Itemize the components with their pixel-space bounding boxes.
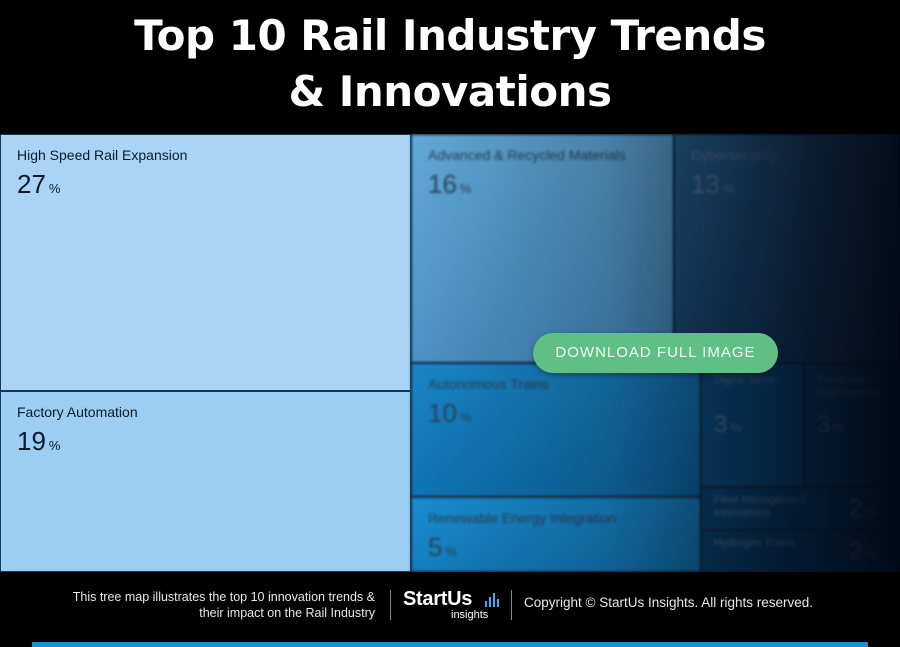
treemap-tile-label: Fleet Management Innovations xyxy=(714,494,806,519)
treemap-tile: Advanced & Recycled Materials 16% xyxy=(411,134,674,363)
treemap-tile-value: 5% xyxy=(428,532,457,567)
treemap-value-unit: % xyxy=(459,410,472,425)
treemap-tile: Hydrogen Trains 2% xyxy=(701,530,900,572)
footer: This tree map illustrates the top 10 inn… xyxy=(0,572,900,647)
treemap-value-number: 10 xyxy=(428,398,457,428)
treemap-tile: High Speed Rail Expansion 27% xyxy=(0,134,411,391)
treemap-value-number: 3 xyxy=(817,411,831,438)
title-line-2: & Innovations xyxy=(288,67,612,116)
treemap-tile-value: 16% xyxy=(428,169,471,204)
treemap-tile-label: Hydrogen Trains xyxy=(714,537,795,549)
footer-description: This tree map illustrates the top 10 inn… xyxy=(20,589,375,621)
treemap-value-unit: % xyxy=(833,420,845,435)
treemap-value-number: 13 xyxy=(691,169,720,199)
treemap-tile: Fleet Management Innovations 2% xyxy=(701,487,900,530)
footer-description-line-2: their impact on the Rail Industry xyxy=(199,606,375,620)
treemap-tile-label: Digital Twins xyxy=(714,374,776,386)
treemap-tile: Predictive Maintenance 3% xyxy=(804,363,900,487)
footer-divider xyxy=(511,590,512,620)
treemap-tile-label: Renewable Energy Integration xyxy=(428,510,617,526)
treemap-tile-label: Cybersecurity xyxy=(691,147,777,163)
treemap-value-unit: % xyxy=(865,547,877,562)
accent-bar xyxy=(32,642,868,647)
title-line-1: Top 10 Rail Industry Trends xyxy=(134,11,766,60)
treemap-tile-label: Factory Automation xyxy=(17,404,138,420)
treemap-value-unit: % xyxy=(865,504,877,519)
treemap-value-number: 2 xyxy=(849,495,863,522)
treemap-value-unit: % xyxy=(445,544,458,559)
treemap-tile-value: 2% xyxy=(849,537,877,570)
treemap-tile: Autonomous Trains 10% xyxy=(411,363,701,497)
treemap-value-unit: % xyxy=(722,181,735,196)
treemap-value-unit: % xyxy=(48,438,61,453)
treemap-tile-label: Autonomous Trains xyxy=(428,376,549,392)
copyright-text: Copyright © StartUs Insights. All rights… xyxy=(524,595,814,610)
treemap-tile-value: 3% xyxy=(817,410,845,443)
treemap-tile-value: 10% xyxy=(428,398,471,433)
treemap-tile-value: 27% xyxy=(17,169,60,204)
treemap-tile: Factory Automation 19% xyxy=(0,391,411,572)
bar-chart-icon xyxy=(485,593,499,607)
logo-subtitle: insights xyxy=(451,609,489,621)
treemap-tile-value: 13% xyxy=(691,169,734,204)
treemap-value-number: 27 xyxy=(17,169,46,199)
treemap-value-unit: % xyxy=(730,420,742,435)
treemap-tile: Cybersecurity 13% xyxy=(674,134,900,363)
treemap-value-number: 3 xyxy=(714,411,728,438)
logo-brand: StartUs xyxy=(403,588,473,610)
treemap-tile-value: 19% xyxy=(17,426,60,461)
treemap-tile-label: High Speed Rail Expansion xyxy=(17,147,188,163)
treemap-tile-value: 2% xyxy=(849,494,877,527)
download-full-image-button[interactable]: DOWNLOAD FULL IMAGE xyxy=(533,333,778,373)
footer-divider xyxy=(390,590,391,620)
treemap-tile: Digital Twins 3% xyxy=(701,363,804,487)
treemap-value-number: 19 xyxy=(17,426,46,456)
treemap-tile: Renewable Energy Integration 5% xyxy=(411,497,701,572)
startus-logo: StartUs insights xyxy=(403,588,503,622)
treemap-tile-label: Predictive Maintenance xyxy=(817,374,880,399)
treemap-tile-label: Advanced & Recycled Materials xyxy=(428,147,626,163)
treemap-value-number: 5 xyxy=(428,532,443,562)
page-title: Top 10 Rail Industry Trends & Innovation… xyxy=(0,8,900,120)
treemap-value-number: 16 xyxy=(428,169,457,199)
footer-description-line-1: This tree map illustrates the top 10 inn… xyxy=(72,590,375,604)
treemap-tile-value: 3% xyxy=(714,410,742,443)
treemap-value-unit: % xyxy=(459,181,472,196)
treemap-value-number: 2 xyxy=(849,538,863,565)
treemap-value-unit: % xyxy=(48,181,61,196)
